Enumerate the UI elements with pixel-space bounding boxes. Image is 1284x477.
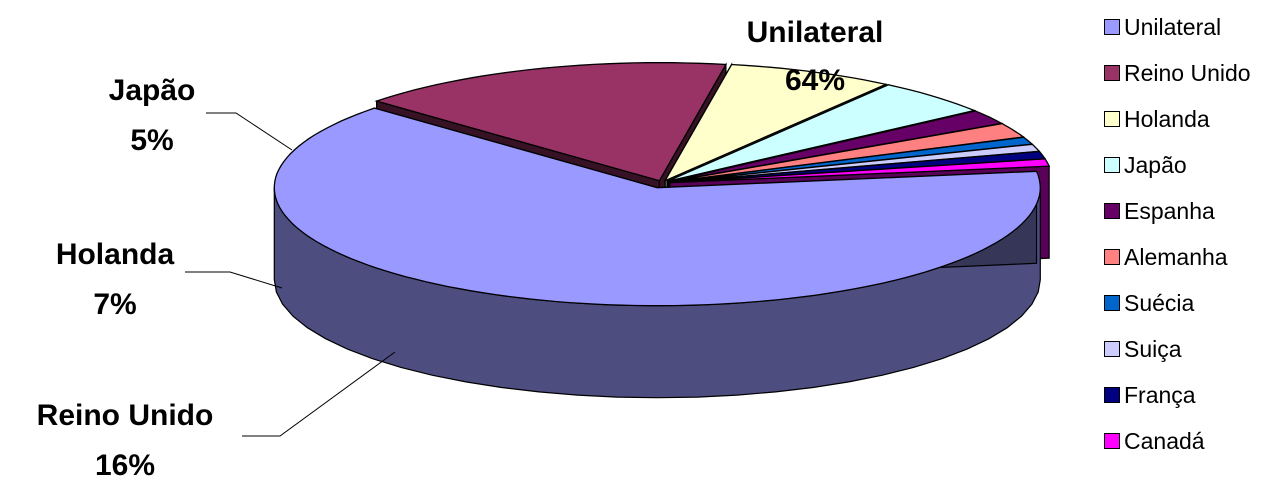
legend-item: Suiça <box>1102 326 1284 372</box>
pie-slice-holanda <box>663 63 888 183</box>
legend-item: Canadá <box>1102 418 1284 464</box>
legend-label: Suiça <box>1124 335 1182 362</box>
legend-label: Reino Unido <box>1124 59 1251 86</box>
legend-swatch <box>1104 65 1120 81</box>
legend-swatch <box>1104 295 1120 311</box>
data-label-value: 64% <box>785 64 845 97</box>
data-label-name: Reino Unido <box>37 399 214 432</box>
pie-slice-reino-unido <box>374 62 727 182</box>
leader-line <box>206 112 293 151</box>
data-label-value: 16% <box>95 449 155 477</box>
legend-item: Holanda <box>1102 96 1284 142</box>
legend-swatch <box>1104 249 1120 265</box>
legend-item: Espanha <box>1102 188 1284 234</box>
leader-line <box>242 351 396 437</box>
legend-label: Unilateral <box>1124 13 1222 40</box>
legend-item: Unilateral <box>1102 4 1284 50</box>
pie-slice-alemanha <box>669 122 1025 183</box>
legend-swatch <box>1104 19 1120 35</box>
pie-slice-canad- <box>669 158 1051 184</box>
legend-item: França <box>1102 372 1284 418</box>
data-label-name: Unilateral <box>747 16 884 49</box>
data-label-value: 7% <box>93 288 136 321</box>
pie-slice-espanha <box>668 110 1004 183</box>
legend-item: Reino Unido <box>1102 50 1284 96</box>
legend-swatch <box>1104 387 1120 403</box>
data-label-name: Holanda <box>56 238 175 271</box>
pie-slice-su-cia <box>669 136 1034 183</box>
leader-line <box>185 271 283 289</box>
pie-slice-fran-a <box>669 150 1047 184</box>
legend-item: Suécia <box>1102 280 1284 326</box>
legend-swatch <box>1104 433 1120 449</box>
pie-slice-unilateral <box>273 107 1041 307</box>
legend-label: Japão <box>1124 151 1187 178</box>
pie-slice-jap-o <box>667 84 977 182</box>
legend-swatch <box>1104 111 1120 127</box>
legend-label: Alemanha <box>1124 243 1228 270</box>
pie-slice-sui-a <box>669 143 1041 183</box>
legend-label: Suécia <box>1124 289 1195 316</box>
legend-label: Canadá <box>1124 427 1205 454</box>
legend-item: Japão <box>1102 142 1284 188</box>
legend-label: Holanda <box>1124 105 1210 132</box>
data-label-value: 5% <box>130 124 173 157</box>
data-label-name: Japão <box>109 74 196 107</box>
legend-swatch <box>1104 203 1120 219</box>
legend-label: Espanha <box>1124 197 1215 224</box>
legend-swatch <box>1104 157 1120 173</box>
legend: Unilateral Reino Unido Holanda Japão Esp… <box>1102 4 1284 464</box>
legend-swatch <box>1104 341 1120 357</box>
legend-label: França <box>1124 381 1196 408</box>
legend-item: Alemanha <box>1102 234 1284 280</box>
